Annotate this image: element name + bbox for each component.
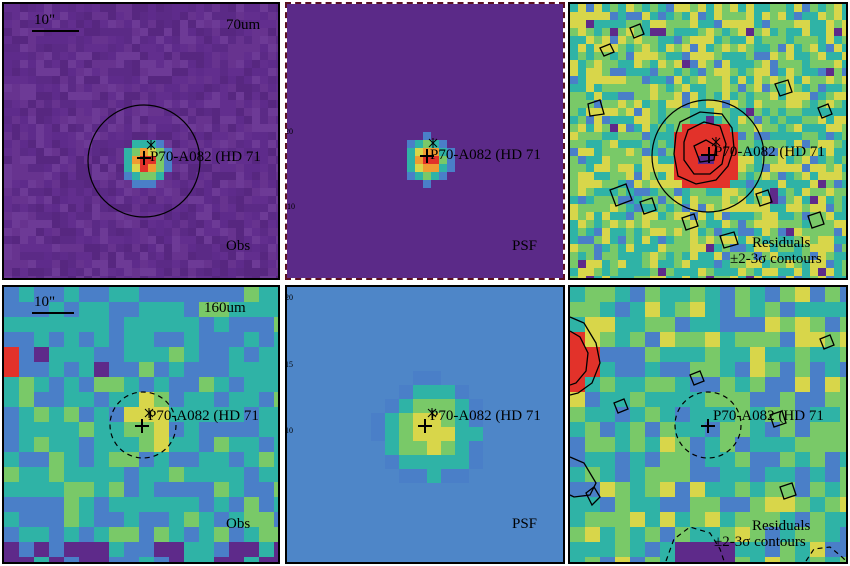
source-name: P70-A082 (HD 71 (430, 408, 541, 424)
source-name: P70-A082 (HD 71 (148, 408, 259, 424)
panel-70um-observed: 10" 70um P70-A082 (HD 71 Obs (2, 2, 280, 280)
source-marker-star (428, 138, 438, 148)
panel-label: Obs (226, 238, 251, 254)
residual-contours-negative (665, 526, 846, 562)
source-marker-plus (701, 419, 715, 433)
panel-label: Obs (226, 516, 251, 532)
source-name: P70-A082 (HD 71 (714, 144, 825, 160)
residual-contours (570, 316, 835, 507)
image-70um-psf (287, 4, 563, 278)
image-160um-residuals (570, 287, 846, 562)
image-70um-residuals (570, 4, 846, 278)
aperture-circle (87, 104, 201, 218)
source-marker-star (711, 137, 721, 147)
contour-label: ±2-3σ contours (714, 534, 806, 550)
aperture-circle-dashed (674, 391, 742, 459)
panel-70um-residuals: P70-A082 (HD 71 Residuals ±2-3σ contours (568, 2, 848, 280)
image-70um-observed (4, 4, 278, 278)
panel-160um-psf: 20 15 10 P70-A082 (HD 71 PSF (285, 285, 565, 564)
source-marker-plus (137, 151, 151, 165)
aperture-circle-dashed (109, 391, 177, 459)
axis-tick-label: 20 (285, 293, 293, 302)
source-marker-plus (701, 147, 717, 163)
contour-label: ±2-3σ contours (730, 251, 822, 267)
scale-bar-label: 10" (34, 294, 56, 310)
panel-70um-psf: 20 10 P70-A082 (HD 71 PSF (285, 2, 565, 280)
panel-label: PSF (512, 516, 538, 532)
source-marker-star (427, 408, 437, 418)
panel-label: Residuals (752, 235, 811, 251)
source-marker-plus (420, 149, 434, 163)
band-label: 70um (226, 17, 261, 33)
image-160um-psf (287, 287, 563, 562)
residual-contours (587, 23, 833, 249)
axis-tick-label: 15 (285, 360, 293, 369)
source-name: P70-A082 (HD 71 (713, 408, 824, 424)
panel-label: PSF (512, 238, 538, 254)
axis-tick-label: 10 (285, 426, 293, 435)
source-marker-plus (135, 419, 149, 433)
source-marker-star (144, 408, 154, 418)
source-name: P70-A082 (HD 71 (430, 147, 541, 163)
source-marker-plus (418, 419, 432, 433)
axis-tick-label: 20 (285, 127, 293, 136)
panel-label: Residuals (752, 518, 811, 534)
axis-tick-label: 10 (287, 202, 295, 211)
source-marker-star (146, 140, 156, 150)
panel-160um-observed: 10" 160um P70-A082 (HD 71 Obs (2, 285, 280, 564)
aperture-circle (651, 99, 765, 213)
source-name: P70-A082 (HD 71 (150, 149, 261, 165)
panel-160um-residuals: P70-A082 (HD 71 Residuals ±2-3σ contours (568, 285, 848, 564)
scale-bar-label: 10" (34, 12, 56, 28)
band-label: 160um (204, 300, 246, 316)
image-160um-observed (4, 287, 278, 562)
